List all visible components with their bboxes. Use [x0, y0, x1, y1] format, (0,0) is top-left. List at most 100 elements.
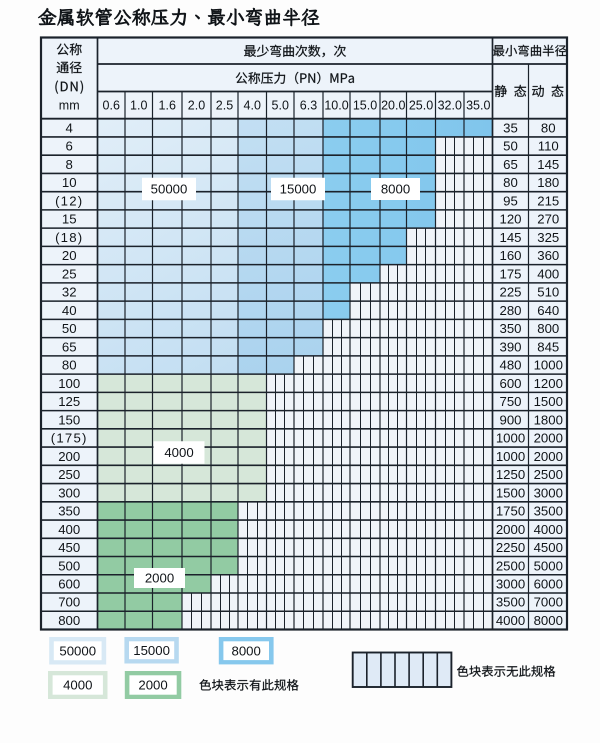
- svg-text:4000: 4000: [63, 678, 92, 693]
- svg-text:80: 80: [62, 358, 77, 373]
- svg-text:1000: 1000: [534, 358, 563, 373]
- svg-text:400: 400: [537, 266, 559, 281]
- svg-text:845: 845: [537, 339, 559, 354]
- svg-text:20: 20: [62, 248, 77, 263]
- svg-text:50000: 50000: [151, 182, 188, 197]
- svg-text:15000: 15000: [280, 182, 317, 197]
- svg-text:900: 900: [499, 412, 521, 427]
- svg-text:10: 10: [62, 175, 77, 190]
- svg-text:2250: 2250: [496, 540, 525, 555]
- svg-text:7000: 7000: [534, 595, 563, 610]
- svg-text:350: 350: [499, 321, 521, 336]
- svg-text:390: 390: [499, 339, 521, 354]
- svg-text:2000: 2000: [496, 522, 525, 537]
- svg-text:15000: 15000: [133, 643, 170, 658]
- svg-text:3000: 3000: [534, 485, 563, 500]
- svg-text:2000: 2000: [534, 449, 563, 464]
- svg-text:8000: 8000: [232, 643, 261, 658]
- svg-text:80: 80: [541, 120, 556, 135]
- svg-text:10.0: 10.0: [324, 98, 348, 112]
- svg-text:2500: 2500: [496, 558, 525, 573]
- svg-text:500: 500: [58, 558, 80, 573]
- svg-text:25.0: 25.0: [409, 98, 433, 112]
- svg-text:8000: 8000: [381, 182, 410, 197]
- svg-text:(18): (18): [55, 230, 83, 245]
- svg-text:360: 360: [537, 248, 559, 263]
- svg-text:(12): (12): [55, 193, 83, 208]
- svg-text:25: 25: [62, 266, 77, 281]
- svg-text:32: 32: [62, 285, 77, 300]
- svg-text:mm: mm: [59, 99, 80, 113]
- svg-text:50: 50: [503, 139, 518, 154]
- svg-text:750: 750: [499, 394, 521, 409]
- svg-text:5000: 5000: [534, 558, 563, 573]
- svg-text:0.6: 0.6: [103, 98, 120, 112]
- svg-text:2500: 2500: [534, 467, 563, 482]
- svg-text:8000: 8000: [534, 613, 563, 628]
- svg-text:2000: 2000: [534, 431, 563, 446]
- svg-text:200: 200: [58, 449, 80, 464]
- svg-text:6.3: 6.3: [300, 98, 317, 112]
- svg-text:640: 640: [537, 303, 559, 318]
- svg-text:1500: 1500: [534, 394, 563, 409]
- svg-text:120: 120: [499, 212, 521, 227]
- svg-text:300: 300: [58, 485, 80, 500]
- svg-text:20.0: 20.0: [381, 98, 405, 112]
- svg-text:3000: 3000: [496, 576, 525, 591]
- svg-text:65: 65: [62, 339, 77, 354]
- svg-text:4000: 4000: [496, 613, 525, 628]
- svg-text:325: 325: [537, 230, 559, 245]
- svg-text:5.0: 5.0: [272, 98, 289, 112]
- svg-text:225: 225: [499, 285, 521, 300]
- svg-text:4500: 4500: [534, 540, 563, 555]
- svg-text:1250: 1250: [496, 467, 525, 482]
- svg-text:600: 600: [58, 576, 80, 591]
- svg-text:65: 65: [503, 157, 518, 172]
- svg-text:35: 35: [503, 120, 518, 135]
- svg-text:6000: 6000: [534, 576, 563, 591]
- svg-text:175: 175: [499, 266, 521, 281]
- svg-text:80: 80: [503, 175, 518, 190]
- svg-text:450: 450: [58, 540, 80, 555]
- svg-text:400: 400: [58, 522, 80, 537]
- svg-text:1.0: 1.0: [130, 98, 147, 112]
- svg-text:1200: 1200: [534, 376, 563, 391]
- svg-text:32.0: 32.0: [438, 98, 462, 112]
- svg-text:280: 280: [499, 303, 521, 318]
- svg-text:(175): (175): [51, 431, 88, 446]
- svg-text:110: 110: [538, 139, 559, 154]
- svg-text:480: 480: [499, 358, 521, 373]
- svg-text:4.0: 4.0: [244, 98, 261, 112]
- svg-text:160: 160: [499, 248, 521, 263]
- svg-text:4: 4: [66, 120, 73, 135]
- svg-text:1.6: 1.6: [159, 98, 176, 112]
- svg-text:800: 800: [537, 321, 559, 336]
- svg-text:50: 50: [62, 321, 77, 336]
- svg-text:2000: 2000: [145, 571, 174, 586]
- svg-text:350: 350: [58, 504, 80, 519]
- svg-text:4000: 4000: [164, 445, 193, 460]
- svg-text:700: 700: [58, 595, 80, 610]
- svg-text:270: 270: [537, 212, 559, 227]
- svg-text:800: 800: [58, 613, 80, 628]
- svg-text:1750: 1750: [496, 504, 525, 519]
- svg-text:510: 510: [537, 285, 559, 300]
- svg-text:145: 145: [499, 230, 521, 245]
- svg-text:2.0: 2.0: [188, 98, 205, 112]
- svg-text:1000: 1000: [496, 431, 525, 446]
- svg-text:6: 6: [66, 139, 73, 154]
- svg-text:150: 150: [58, 412, 80, 427]
- svg-text:95: 95: [503, 193, 518, 208]
- svg-text:145: 145: [537, 157, 559, 172]
- svg-text:125: 125: [58, 394, 80, 409]
- svg-text:215: 215: [537, 193, 559, 208]
- svg-text:4000: 4000: [534, 522, 563, 537]
- svg-text:250: 250: [58, 467, 80, 482]
- svg-text:100: 100: [58, 376, 80, 391]
- svg-text:35.0: 35.0: [466, 98, 490, 112]
- svg-text:40: 40: [62, 303, 77, 318]
- svg-text:1500: 1500: [496, 485, 525, 500]
- svg-text:8: 8: [66, 157, 73, 172]
- svg-text:180: 180: [537, 175, 559, 190]
- svg-text:3500: 3500: [534, 504, 563, 519]
